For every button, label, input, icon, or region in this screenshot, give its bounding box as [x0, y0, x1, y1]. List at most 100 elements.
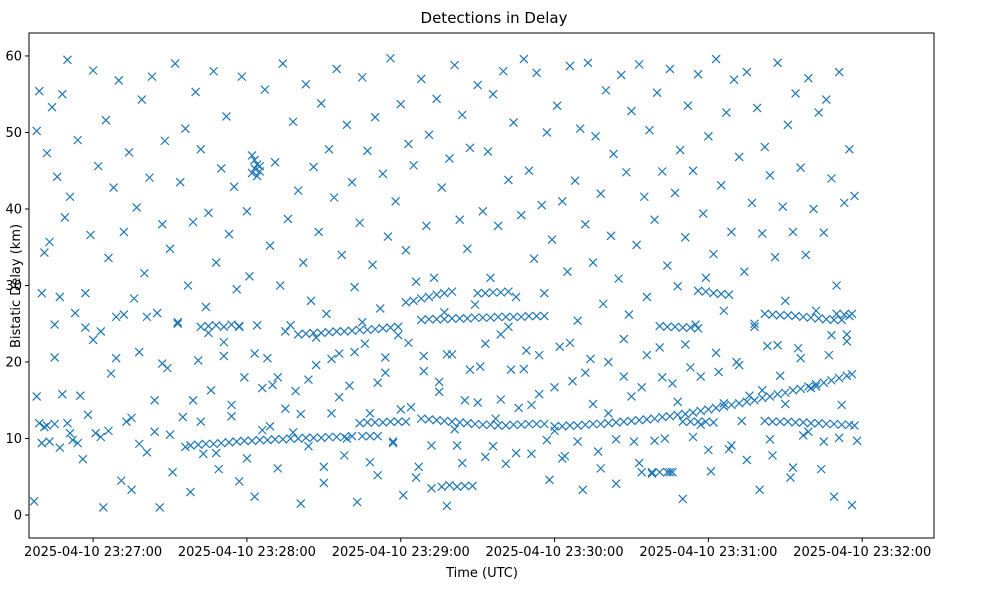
data-point: [309, 162, 318, 172]
data-point: [188, 217, 198, 227]
data-point: [509, 118, 518, 127]
x-tick-label: 2025-04-10 23:29:00: [332, 545, 470, 560]
data-point: [709, 288, 718, 298]
data-point: [362, 418, 372, 427]
data-point: [83, 410, 93, 420]
data-point: [378, 169, 388, 179]
data-point: [88, 335, 98, 345]
data-point: [714, 367, 724, 377]
data-point: [39, 248, 49, 258]
data-point: [575, 124, 585, 134]
data-point: [309, 433, 318, 443]
data-point: [142, 312, 152, 322]
data-point: [301, 329, 311, 339]
data-point: [780, 296, 790, 306]
data-point: [486, 273, 495, 283]
data-point: [578, 485, 588, 495]
x-tick-label: 2025-04-10 23:30:00: [486, 545, 624, 560]
data-point: [691, 320, 700, 329]
data-point: [388, 438, 398, 448]
data-point: [601, 85, 611, 95]
data-point: [598, 299, 608, 309]
data-point: [852, 436, 862, 446]
data-point: [711, 348, 721, 358]
data-point: [516, 312, 526, 322]
data-point: [693, 323, 703, 333]
data-point: [662, 261, 672, 271]
data-point: [483, 147, 493, 157]
data-point: [634, 415, 644, 425]
data-point: [393, 417, 403, 427]
data-point: [565, 421, 575, 430]
data-point: [775, 417, 785, 427]
data-point: [386, 53, 395, 63]
data-point: [557, 196, 567, 206]
data-point: [668, 379, 677, 388]
data-point: [734, 360, 744, 370]
data-point: [701, 417, 711, 427]
data-point: [119, 310, 129, 320]
data-point: [319, 478, 329, 488]
data-point: [75, 391, 85, 401]
data-point: [468, 481, 477, 491]
data-point: [73, 438, 83, 448]
data-point: [357, 431, 367, 441]
data-point: [362, 146, 372, 156]
data-point: [475, 362, 485, 372]
data-point: [611, 418, 621, 427]
data-point: [570, 176, 580, 186]
data-point: [396, 405, 406, 414]
x-tick-label: 2025-04-10 23:27:00: [24, 545, 162, 560]
data-point: [655, 321, 665, 331]
data-point: [465, 143, 475, 153]
data-point: [347, 431, 357, 441]
data-point: [491, 414, 501, 424]
data-point: [452, 482, 462, 492]
data-point: [45, 437, 54, 447]
data-point: [278, 434, 288, 444]
data-point: [716, 180, 726, 190]
data-point: [34, 418, 44, 428]
data-point: [624, 310, 634, 320]
data-point: [196, 144, 206, 154]
y-tick-label: 0: [14, 509, 22, 524]
data-point: [493, 221, 503, 231]
data-point: [473, 288, 483, 298]
data-point: [357, 317, 367, 327]
data-point: [752, 103, 762, 113]
data-point: [432, 94, 442, 104]
data-point: [447, 287, 457, 297]
data-point: [252, 171, 262, 181]
data-point: [101, 115, 111, 125]
data-point: [844, 144, 854, 154]
data-point: [404, 139, 413, 149]
data-point: [437, 183, 447, 192]
data-point: [306, 296, 316, 306]
data-point: [375, 304, 385, 313]
data-point: [342, 434, 352, 443]
data-point: [501, 421, 511, 430]
data-point: [773, 389, 783, 399]
data-point: [455, 215, 465, 225]
data-point: [150, 395, 160, 405]
data-point: [786, 473, 795, 482]
data-point: [834, 67, 844, 77]
data-point: [52, 172, 62, 182]
data-point: [788, 385, 798, 395]
data-point: [404, 338, 413, 348]
data-point: [263, 435, 272, 445]
data-point: [337, 250, 347, 260]
data-point: [365, 431, 375, 441]
data-point: [501, 459, 511, 469]
data-point: [637, 467, 647, 477]
data-point: [827, 375, 836, 385]
data-point: [791, 418, 800, 427]
data-point: [670, 322, 680, 332]
data-point: [373, 431, 383, 441]
data-point: [493, 421, 503, 430]
y-tick-label: 20: [5, 356, 22, 371]
data-point: [747, 198, 757, 208]
data-point: [250, 349, 260, 359]
data-point: [609, 149, 618, 159]
